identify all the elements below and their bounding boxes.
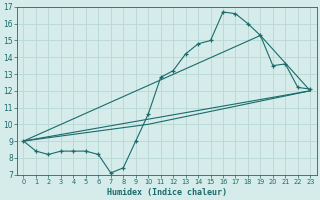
X-axis label: Humidex (Indice chaleur): Humidex (Indice chaleur) <box>107 188 227 197</box>
